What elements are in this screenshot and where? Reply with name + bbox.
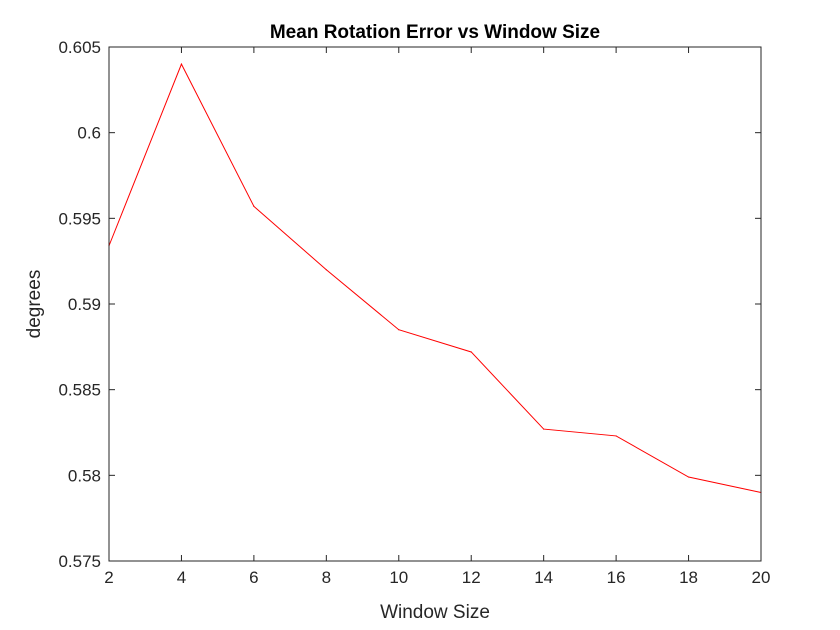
chart-title: Mean Rotation Error vs Window Size (270, 22, 600, 43)
data-point (543, 428, 545, 430)
y-tick-label: 0.6 (77, 124, 101, 143)
data-point (615, 435, 617, 437)
y-tick-label: 0.605 (58, 38, 101, 57)
y-tick-label: 0.595 (58, 209, 101, 228)
x-tick-label: 2 (104, 568, 113, 587)
data-point (180, 63, 183, 65)
x-tick-label: 8 (322, 568, 331, 587)
plot-area (109, 47, 761, 561)
x-tick-label: 20 (752, 568, 771, 587)
series-line (108, 62, 762, 493)
y-tick-label: 0.585 (58, 381, 101, 400)
x-tick-label: 16 (607, 568, 626, 587)
x-tick-label: 10 (389, 568, 408, 587)
x-tick-label: 4 (177, 568, 186, 587)
data-point (470, 351, 472, 353)
ticks-layer: 2 4 6 8 10 12 14 16 18 20 0.575 0.58 0.585 0.59 0.595 0… (58, 38, 770, 587)
x-axis-label: Window Size (380, 602, 490, 623)
y-tick-label: 0.575 (58, 552, 101, 571)
data-point (687, 476, 690, 478)
y-tick-label: 0.59 (68, 295, 101, 314)
y-tick-label: 0.58 (68, 466, 101, 485)
data-point (253, 205, 255, 207)
data-point (398, 329, 400, 331)
x-tick-label: 6 (249, 568, 258, 587)
data-point (325, 269, 327, 271)
y-axis-label: degrees (24, 270, 45, 339)
x-tick-label: 12 (462, 568, 481, 587)
plot-frame (108, 46, 762, 562)
x-tick-label: 14 (534, 568, 553, 587)
x-tick-label: 18 (679, 568, 698, 587)
